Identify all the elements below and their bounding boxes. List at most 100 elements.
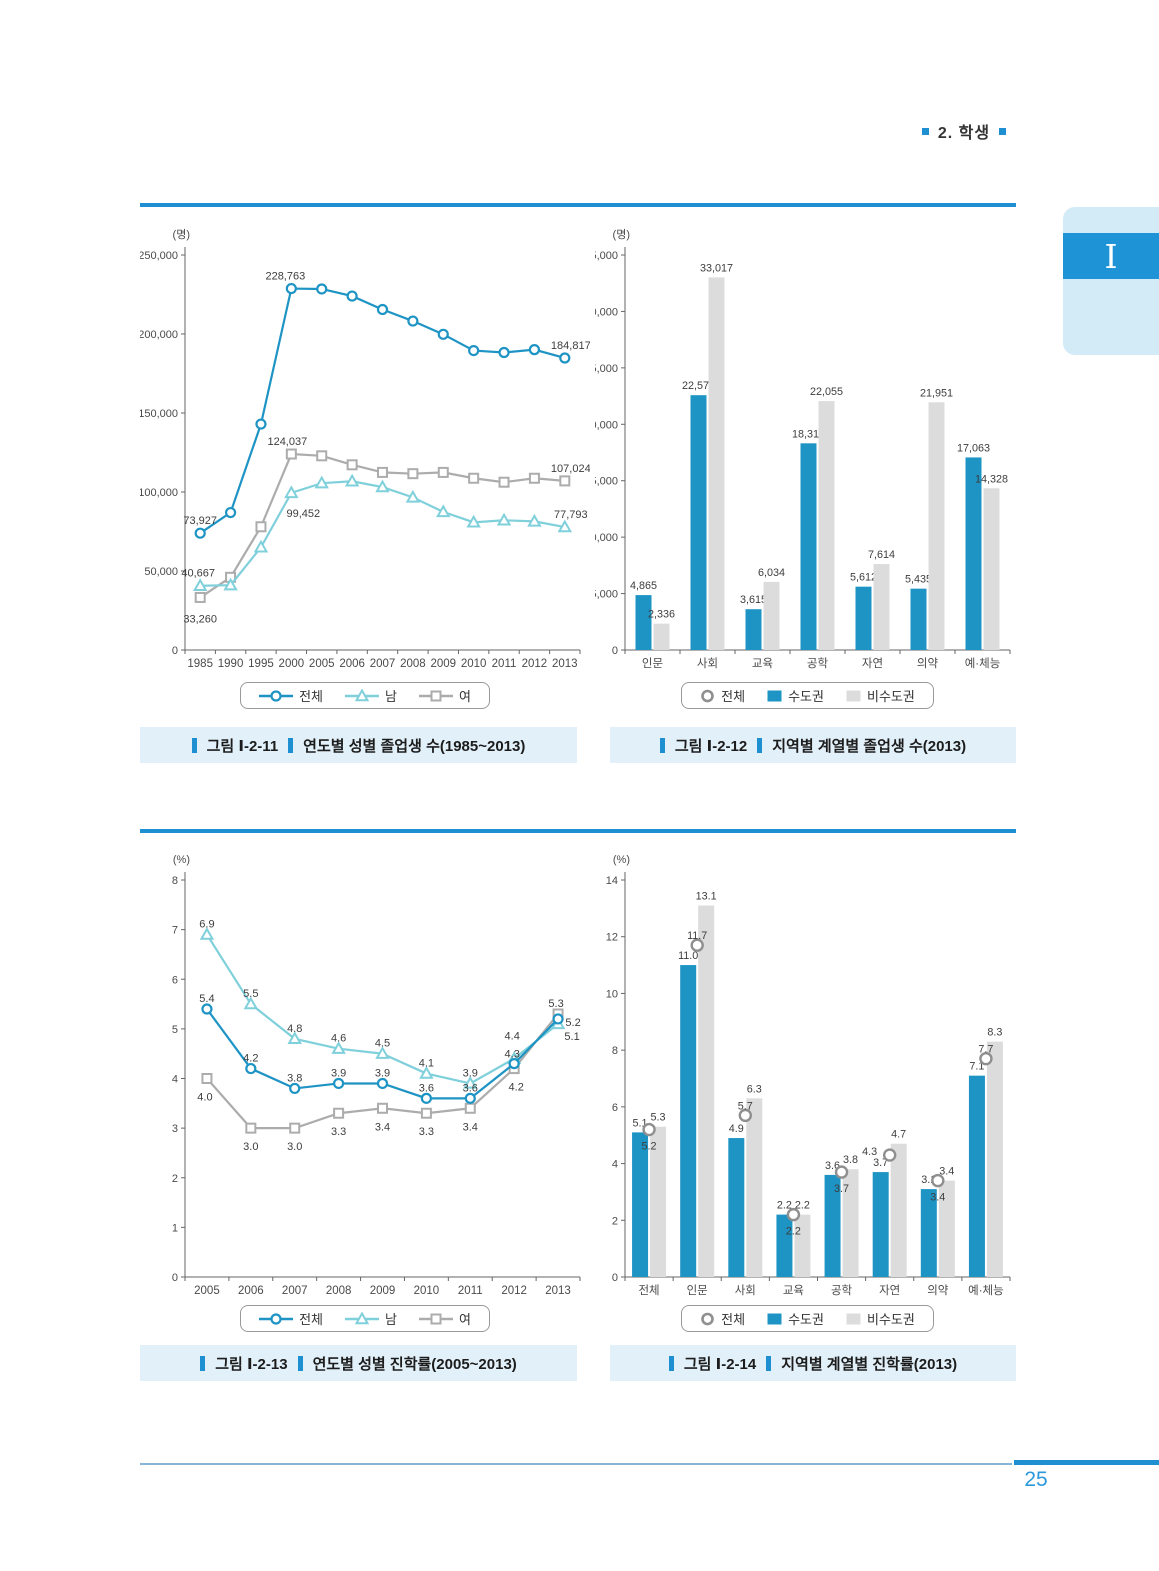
chapter-tab-label: Ⅰ [1104, 236, 1118, 276]
svg-text:2006: 2006 [238, 1285, 264, 1297]
svg-text:1: 1 [172, 1222, 178, 1234]
svg-text:교육: 교육 [752, 657, 773, 670]
line-triangle-icon [344, 1311, 379, 1324]
svg-text:3.8: 3.8 [287, 1072, 302, 1084]
legend-label: 여 [458, 1312, 471, 1327]
caption-bar-icon [200, 1355, 206, 1371]
svg-text:2.2: 2.2 [777, 1200, 792, 1212]
chart-graduates-by-region-field: 0 5,000 10,000 15,000 20,000 25,000 30,000 35,0… [584, 215, 1020, 715]
svg-text:4.1: 4.1 [419, 1058, 434, 1070]
svg-text:1995: 1995 [248, 658, 274, 670]
bars-수도권: 5.111.04.92.23.6 3.73.17.1 [632, 950, 985, 1277]
svg-text:사회: 사회 [697, 657, 718, 670]
svg-text:0: 0 [612, 645, 618, 657]
bar [968, 1075, 985, 1277]
legend-item: 수도권 [767, 1309, 824, 1328]
line-square-icon [418, 690, 453, 701]
svg-text:3.8: 3.8 [843, 1154, 858, 1166]
svg-text:6: 6 [172, 974, 178, 986]
rect-icon [767, 690, 782, 701]
bar [635, 595, 652, 650]
legend-item: 수도권 [767, 686, 824, 705]
svg-text:4: 4 [172, 1074, 178, 1086]
svg-text:17,063: 17,063 [957, 442, 990, 454]
bars-비수도권: 2,336 33,017 6,034 22,055 7,614 21,951 14,328 [648, 262, 1008, 650]
caption-number: 그림 Ⅰ-2-11 [206, 737, 279, 755]
section-header: 2. 학생 [898, 120, 1030, 142]
svg-text:4.7: 4.7 [891, 1129, 906, 1141]
svg-text:4.2: 4.2 [509, 1082, 524, 1094]
figure-caption-2: 그림 Ⅰ-2-12 지역별 계열별 졸업생 수(2013) [610, 727, 1016, 763]
legend-item: 여 [418, 1309, 471, 1328]
bars-수도권: 4,865 22,578 3,615 18,314 5,612 5,435 17,063 [630, 380, 990, 650]
header-square-icon [999, 127, 1007, 135]
svg-text:5.1: 5.1 [564, 1031, 579, 1043]
svg-text:3.4: 3.4 [930, 1192, 945, 1204]
bar [986, 1041, 1003, 1277]
svg-text:자연: 자연 [862, 657, 883, 670]
svg-text:2009: 2009 [430, 658, 456, 670]
bar [938, 1180, 955, 1277]
legend-label: 비수도권 [866, 1312, 915, 1327]
svg-text:107,024: 107,024 [551, 463, 590, 475]
chapter-tab[interactable]: Ⅰ [1063, 207, 1159, 355]
legend-label: 수도권 [788, 689, 824, 704]
bar [910, 588, 927, 650]
line-circle-icon [259, 689, 294, 702]
svg-text:200,000: 200,000 [140, 329, 178, 341]
bar [872, 1172, 889, 1277]
svg-text:3.0: 3.0 [243, 1141, 258, 1153]
svg-text:2009: 2009 [370, 1285, 396, 1297]
svg-text:20,000: 20,000 [595, 419, 618, 431]
legend-label: 수도권 [788, 1312, 824, 1327]
caption-title: 지역별 계열별 진학률(2013) [781, 1355, 958, 1373]
caption-number: 그림 Ⅰ-2-12 [674, 737, 748, 755]
bar [728, 1138, 745, 1277]
svg-text:3: 3 [172, 1123, 178, 1135]
svg-text:전체: 전체 [638, 1284, 659, 1297]
legend-box: 전체 수도권 비수도권 [681, 1305, 934, 1332]
chart-legend: 전체 남 여 [140, 1305, 590, 1332]
chart-graduates-by-year-gender: 0 50,000 100,000 150,000 200,000 250,000 1985 1… [138, 215, 591, 715]
section-title: 2. 학생 [937, 125, 991, 142]
svg-text:2008: 2008 [400, 658, 426, 670]
legend-label: 비수도권 [866, 689, 915, 704]
svg-text:0: 0 [172, 1272, 178, 1284]
svg-text:30,000: 30,000 [595, 306, 618, 318]
svg-text:2006: 2006 [339, 658, 365, 670]
svg-text:3.7: 3.7 [834, 1183, 849, 1195]
chart-legend: 전체 남 여 [140, 682, 590, 709]
svg-text:2: 2 [612, 1215, 618, 1227]
caption-bar-icon [659, 737, 665, 753]
bar [842, 1169, 859, 1277]
svg-text:(%): (%) [613, 854, 630, 866]
svg-text:4.0: 4.0 [197, 1092, 212, 1104]
figure-caption-4: 그림 Ⅰ-2-14 지역별 계열별 진학률(2013) [610, 1345, 1016, 1381]
svg-text:사회: 사회 [735, 1284, 756, 1297]
svg-text:13.1: 13.1 [696, 891, 717, 903]
svg-text:3.3: 3.3 [331, 1126, 346, 1138]
svg-text:5,435: 5,435 [905, 574, 932, 586]
svg-text:2013: 2013 [552, 658, 578, 670]
svg-text:의약: 의약 [917, 656, 939, 670]
svg-text:4.3: 4.3 [862, 1146, 877, 1158]
legend-label: 전체 [299, 689, 323, 704]
svg-text:공학: 공학 [831, 1284, 853, 1297]
svg-text:3.3: 3.3 [419, 1126, 434, 1138]
svg-text:22,055: 22,055 [810, 386, 843, 398]
svg-text:2011: 2011 [458, 1285, 483, 1297]
svg-text:3.4: 3.4 [463, 1121, 478, 1133]
bar [873, 564, 890, 650]
chart-legend: 전체 수도권 비수도권 [595, 682, 1020, 709]
svg-text:5.3: 5.3 [651, 1112, 666, 1124]
series-전체 [194, 282, 571, 539]
svg-text:(명): (명) [613, 228, 630, 241]
svg-text:8: 8 [612, 1045, 618, 1057]
legend-item: 전체 [700, 1309, 745, 1328]
rect-icon [846, 1313, 861, 1324]
svg-text:4.8: 4.8 [287, 1023, 302, 1035]
svg-text:4.9: 4.9 [729, 1123, 744, 1135]
svg-text:124,037: 124,037 [267, 436, 307, 448]
svg-text:5,000: 5,000 [595, 589, 618, 601]
svg-text:33,017: 33,017 [700, 262, 733, 274]
